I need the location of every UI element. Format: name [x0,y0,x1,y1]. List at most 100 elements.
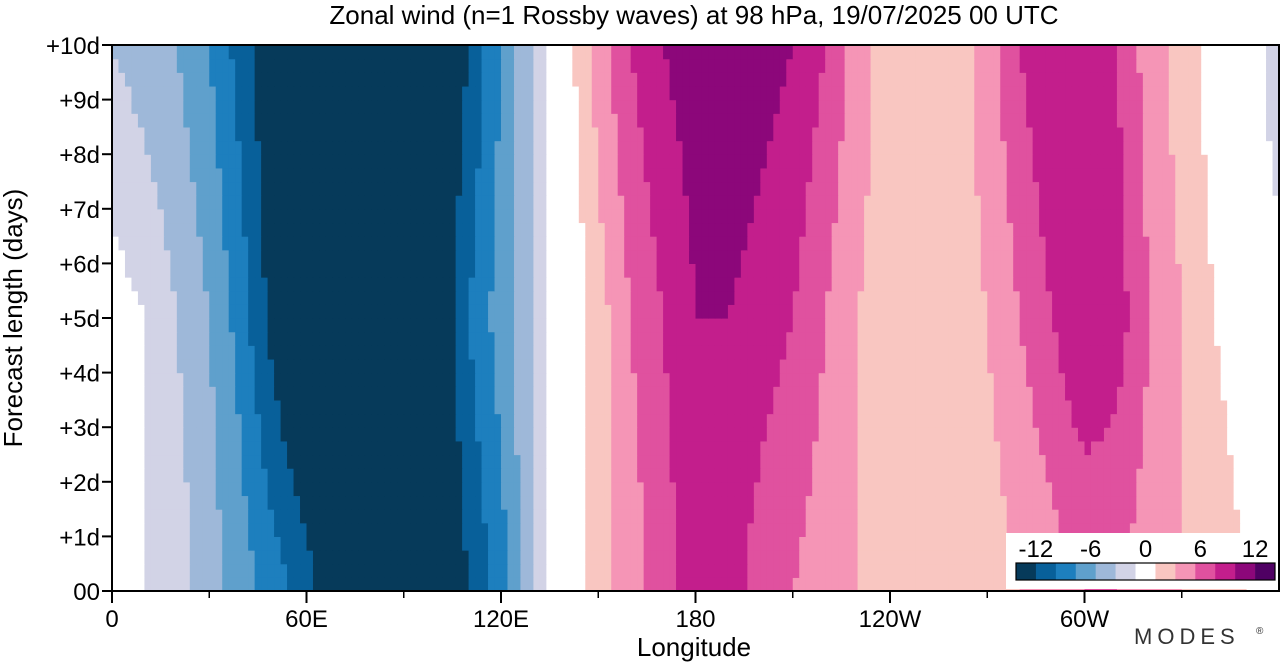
wind-field-cell [112,454,120,469]
wind-field-cell [792,481,800,497]
wind-field-cell [578,563,586,578]
wind-field-cell [501,263,509,278]
wind-field-cell [676,331,684,346]
wind-field-cell [961,345,969,360]
wind-field-cell [753,413,761,428]
wind-field-cell [287,563,295,578]
wind-field-cell [170,249,178,264]
wind-field-cell [358,522,366,537]
wind-field-cell [150,249,158,264]
wind-field-cell [462,550,470,565]
wind-field-cell [734,550,742,565]
wind-field-cell [157,454,165,469]
wind-field-cell [546,563,554,578]
wind-field-cell [1259,495,1267,510]
wind-field-cell [196,536,204,551]
wind-field-cell [909,427,917,442]
wind-field-cell [909,263,917,278]
wind-field-cell [112,495,120,510]
wind-field-cell [176,536,184,551]
wind-field-cell [241,222,249,237]
wind-field-cell [630,536,638,551]
wind-field-cell [643,208,651,224]
wind-field-cell [189,222,197,237]
wind-field-cell [124,208,133,224]
wind-field-cell [319,536,327,551]
wind-field-cell [591,290,599,305]
wind-field-cell [533,413,541,428]
wind-field-cell [915,290,924,305]
wind-field-cell [974,263,982,278]
wind-field-cell [468,509,476,524]
wind-field-cell [209,358,217,374]
wind-field-cell [1149,304,1157,319]
wind-field-cell [721,577,729,591]
wind-field-cell [773,413,781,428]
wind-field-cell [345,413,353,428]
wind-field-cell [740,318,748,333]
wind-field-cell [1090,277,1099,292]
wind-field-cell [928,427,936,442]
wind-field-cell [1155,427,1163,442]
wind-field-cell [1097,236,1105,251]
wind-field-cell [740,386,748,401]
wind-field-cell [857,304,865,319]
wind-field-cell [779,277,787,292]
wind-field-cell [792,413,800,428]
wind-field-cell [624,454,632,469]
wind-field-cell [215,318,223,333]
wind-field-cell [546,386,554,401]
wind-field-cell [1266,454,1274,469]
wind-field-cell [274,249,282,264]
wind-field-cell [1233,263,1241,278]
wind-field-cell [403,372,411,387]
wind-field-cell [1136,372,1144,387]
wind-field-cell [1103,481,1112,497]
wind-field-cell [513,263,522,278]
wind-field-cell [287,263,295,278]
wind-field-cell [961,358,969,374]
wind-field-cell [137,358,146,374]
wind-field-cell [455,413,463,428]
wind-field-cell [877,290,885,305]
wind-field-cell [773,372,781,387]
wind-field-cell [345,468,353,483]
wind-field-cell [112,372,120,387]
wind-field-cell [351,481,359,497]
wind-field-cell [941,318,949,333]
wind-field-cell [520,277,528,292]
wind-field-cell [805,249,813,264]
wind-field-cell [915,399,924,415]
wind-field-cell [462,563,470,578]
wind-field-cell [539,481,547,497]
wind-field-cell [656,358,664,374]
wind-field-cell [241,304,249,319]
wind-field-cell [267,550,275,565]
wind-field-cell [513,290,522,305]
wind-field-cell [1259,236,1267,251]
wind-field-cell [384,509,392,524]
wind-field-cell [928,222,936,237]
wind-field-cell [507,399,515,415]
wind-field-cell [747,304,755,319]
wind-field-cell [844,304,852,319]
wind-field-cell [552,208,560,224]
wind-field-cell [267,495,275,510]
wind-field-cell [332,563,340,578]
wind-field-cell [261,222,269,237]
wind-field-cell [1155,345,1163,360]
wind-field-cell [112,522,120,537]
wind-field-cell [436,550,444,565]
wind-field-cell [714,509,723,524]
wind-field-cell [1032,495,1040,510]
wind-field-cell [202,358,210,374]
wind-field-cell [137,290,146,305]
wind-field-cell [1045,413,1053,428]
wind-field-cell [306,358,314,374]
wind-field-cell [831,495,839,510]
wind-field-cell [364,304,372,319]
wind-field-cell [831,304,839,319]
wind-field-cell [760,249,768,264]
wind-field-cell [248,208,256,224]
wind-field-cell [351,454,359,469]
